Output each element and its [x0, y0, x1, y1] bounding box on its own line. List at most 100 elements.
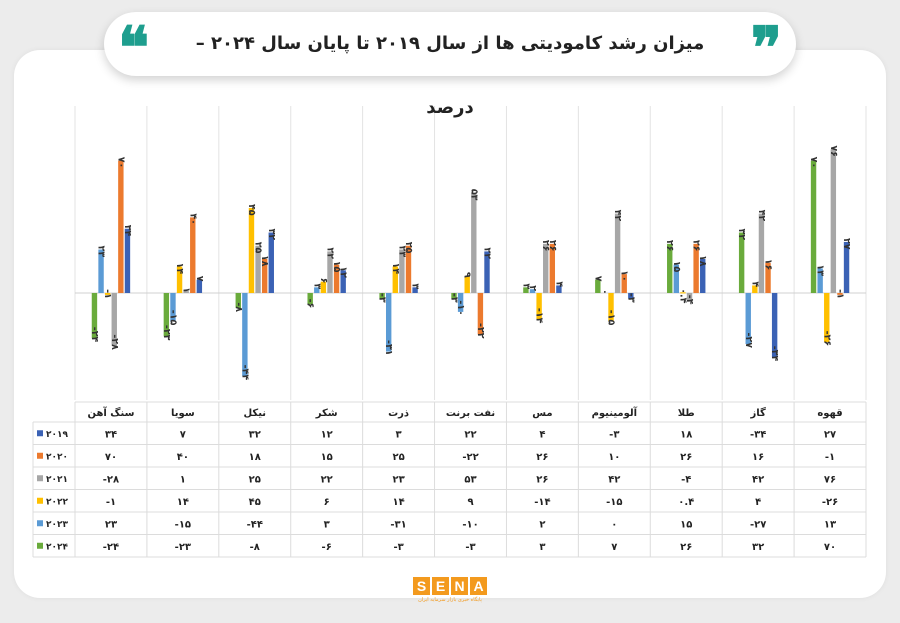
table-cell: -۲۳: [175, 542, 191, 553]
category-label: قهوه: [817, 408, 842, 419]
bar: [595, 279, 601, 293]
table-cell: -۱۰: [462, 519, 478, 530]
table-cell: -۶: [322, 542, 332, 553]
data-label: ۲۲: [482, 247, 493, 259]
table-cell: ۲۵: [249, 474, 261, 485]
bar: [242, 293, 248, 377]
table-cell: ۱۶: [752, 452, 764, 463]
data-label: ۷۰: [808, 157, 819, 169]
table-cell: ۲۶: [680, 542, 692, 553]
data-label: ۲۳: [396, 246, 407, 258]
data-label: ۳: [311, 283, 322, 289]
bar: [111, 293, 117, 346]
table-cell: ۳: [539, 542, 545, 553]
table-cell: -۳۴: [750, 429, 766, 440]
data-label: ۰.۴: [677, 288, 688, 303]
table-cell: -۴: [681, 474, 691, 485]
data-label: -۱: [834, 289, 845, 299]
table-cell: ۱۲: [321, 429, 333, 440]
bar: [758, 213, 765, 293]
table-cell: ۳۲: [249, 429, 261, 440]
table-cell: ۱۸: [249, 452, 261, 463]
bar: [176, 266, 183, 293]
table-cell: ۲۲: [464, 429, 476, 440]
bar: [543, 243, 549, 293]
data-label: ۴۲: [612, 210, 623, 222]
table-cell: ۱۴: [392, 497, 404, 508]
data-label: ۲۷: [841, 238, 852, 250]
table-cell: ۲۲: [321, 474, 333, 485]
data-label: ۲۵: [403, 242, 414, 254]
data-label: ۴: [749, 281, 760, 287]
bar: [327, 251, 333, 293]
table-cell: -۱: [825, 452, 835, 463]
bar: [667, 243, 673, 293]
table-cell: ۱۴: [177, 497, 189, 508]
bar: [412, 287, 418, 293]
bar: [680, 292, 686, 294]
table-cell: ۴۲: [608, 474, 620, 485]
bar: [248, 207, 255, 293]
legend-swatch: [37, 475, 43, 482]
bar: [523, 287, 529, 293]
bar: [556, 285, 562, 293]
data-label: ۲۶: [540, 240, 551, 252]
data-label: ۶: [318, 278, 329, 284]
data-label: -۴: [684, 295, 695, 305]
bar: [621, 274, 627, 293]
data-label: ۳: [520, 283, 531, 289]
table-cell: -۱: [106, 497, 116, 508]
data-label: ۱: [181, 287, 192, 293]
data-label: -۴۴: [239, 365, 250, 381]
bar: [693, 243, 699, 293]
bar: [392, 266, 398, 293]
table-cell: ۱۳: [824, 519, 836, 530]
table-cell: ۲۳: [392, 474, 404, 485]
chart-card: [14, 50, 886, 598]
table-cell: ۶: [324, 497, 330, 508]
data-label: -۳: [449, 293, 460, 303]
bar: [98, 249, 104, 293]
table-cell: ۴۲: [752, 474, 764, 485]
table-cell: ۴۰: [177, 452, 189, 463]
table-cell: -۳: [393, 542, 403, 553]
data-label: -۲۸: [109, 334, 120, 350]
data-label: ۱۳: [815, 264, 826, 276]
table-cell: ۴۵: [249, 497, 261, 508]
legend-year: ۲۰۲۲: [46, 497, 68, 507]
bar: [549, 243, 556, 293]
table-cell: ۳۴: [105, 429, 117, 440]
table-cell: ۷۰: [105, 452, 117, 463]
bar: [810, 160, 817, 293]
table-cell: ۲۶: [536, 474, 548, 485]
data-label: -۳: [625, 293, 636, 303]
table-cell: -۳: [609, 429, 619, 440]
bar: [190, 217, 196, 293]
data-label: ۱۸: [259, 255, 270, 267]
data-label: ۷۰: [115, 157, 126, 169]
table-cell: ۷۰: [824, 542, 836, 553]
bar: [268, 232, 274, 293]
data-label: ۱۵: [671, 261, 682, 273]
bar: [307, 293, 313, 305]
bar: [261, 258, 268, 293]
bar: [464, 275, 470, 293]
bar: [170, 293, 176, 322]
table-cell: ۲: [539, 519, 545, 530]
logo-letter: N: [451, 577, 468, 595]
table-cell: ۷: [611, 542, 617, 553]
bar: [124, 228, 131, 293]
data-label: -۱۰: [455, 300, 466, 316]
bar: [628, 293, 634, 299]
bar: [614, 213, 621, 293]
bar: [235, 293, 241, 309]
bar: [163, 293, 170, 337]
data-label: -۳۱: [383, 340, 394, 356]
data-label: -۲۶: [821, 331, 832, 347]
data-label: ۹: [462, 272, 473, 278]
table-cell: -۲۴: [103, 542, 119, 553]
data-label: ۱۴: [390, 263, 401, 275]
table-cell: -۴۴: [247, 519, 263, 530]
bar: [379, 293, 385, 299]
